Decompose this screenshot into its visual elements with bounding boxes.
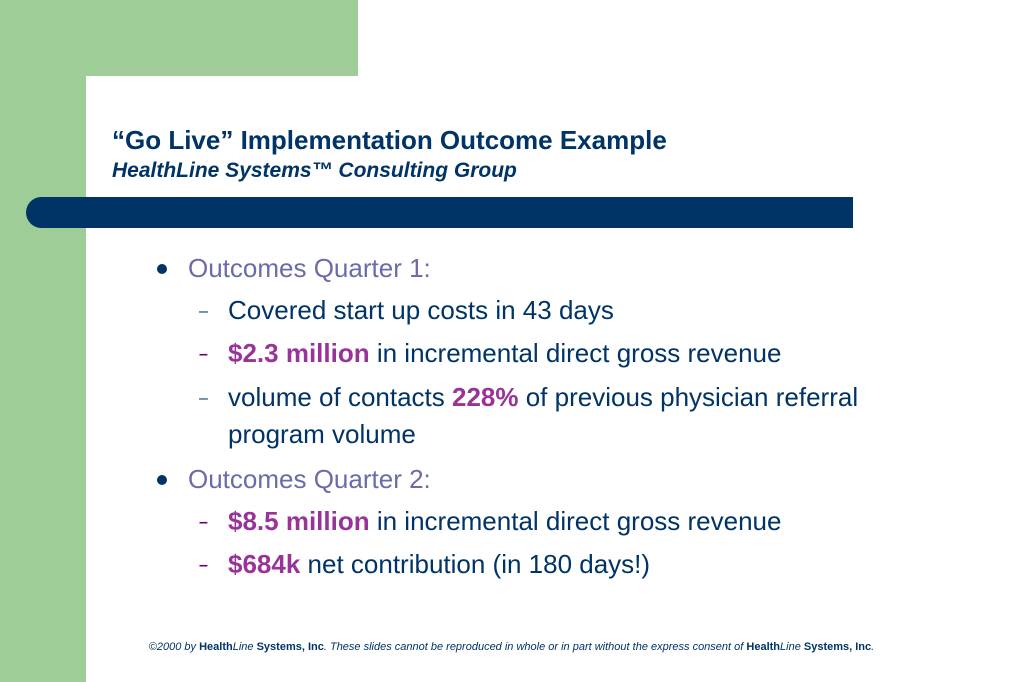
- footer-brand: Systems, Inc: [253, 641, 324, 653]
- footer-text: .: [871, 641, 875, 653]
- dash-marker: –: [199, 390, 208, 407]
- footer-brand: Systems, Inc: [800, 641, 872, 653]
- green-top-band: [0, 0, 358, 76]
- item-text: net contribution (in 180 days!): [300, 549, 651, 579]
- highlight-value: $684k: [228, 549, 301, 579]
- footer-brand: Line: [780, 641, 801, 653]
- footer-text: . These slides cannot be reproduced in w…: [323, 641, 747, 653]
- item-text: of previous physician referral: [518, 382, 859, 412]
- slide-title: “Go Live” Implementation Outcome Example: [112, 125, 667, 155]
- q1-heading: Outcomes Quarter 1:: [188, 253, 431, 283]
- title-divider-bar: [26, 197, 853, 228]
- q1-item-startup-costs: Covered start up costs in 43 days: [228, 295, 614, 325]
- footer-brand: Health: [746, 641, 781, 653]
- slide-panel: [86, 76, 1023, 682]
- footer-brand: Health: [199, 641, 233, 653]
- footer-brand: Line: [232, 641, 254, 653]
- dash-marker: –: [199, 346, 208, 363]
- bullet-dot: [157, 264, 167, 274]
- item-text: volume of contacts: [228, 382, 452, 412]
- q2-heading: Outcomes Quarter 2:: [188, 464, 431, 494]
- footer-text: ©2000 by: [148, 641, 200, 653]
- dash-marker: –: [199, 303, 208, 320]
- highlight-value: $2.3 million: [228, 338, 370, 368]
- slide-subtitle: HealthLine Systems™ Consulting Group: [112, 159, 517, 182]
- bullet-dot: [157, 475, 167, 485]
- q1-item-contacts-line2: program volume: [228, 419, 416, 449]
- green-side-band: [0, 0, 86, 682]
- q2-item-contribution: $684k net contribution (in 180 days!): [228, 549, 650, 579]
- dash-marker: –: [199, 514, 208, 531]
- copyright-footer: ©2000 by HealthLine Systems, Inc. These …: [0, 641, 1023, 653]
- q2-item-revenue: $8.5 million in incremental direct gross…: [228, 506, 781, 536]
- highlight-value: $8.5 million: [228, 506, 370, 536]
- item-text: in incremental direct gross revenue: [369, 506, 782, 536]
- q1-item-contacts: volume of contacts 228% of previous phys…: [228, 382, 858, 412]
- dash-marker: –: [199, 557, 208, 574]
- highlight-value: 228%: [452, 382, 519, 412]
- item-text: in incremental direct gross revenue: [369, 338, 782, 368]
- q1-item-revenue: $2.3 million in incremental direct gross…: [228, 338, 781, 368]
